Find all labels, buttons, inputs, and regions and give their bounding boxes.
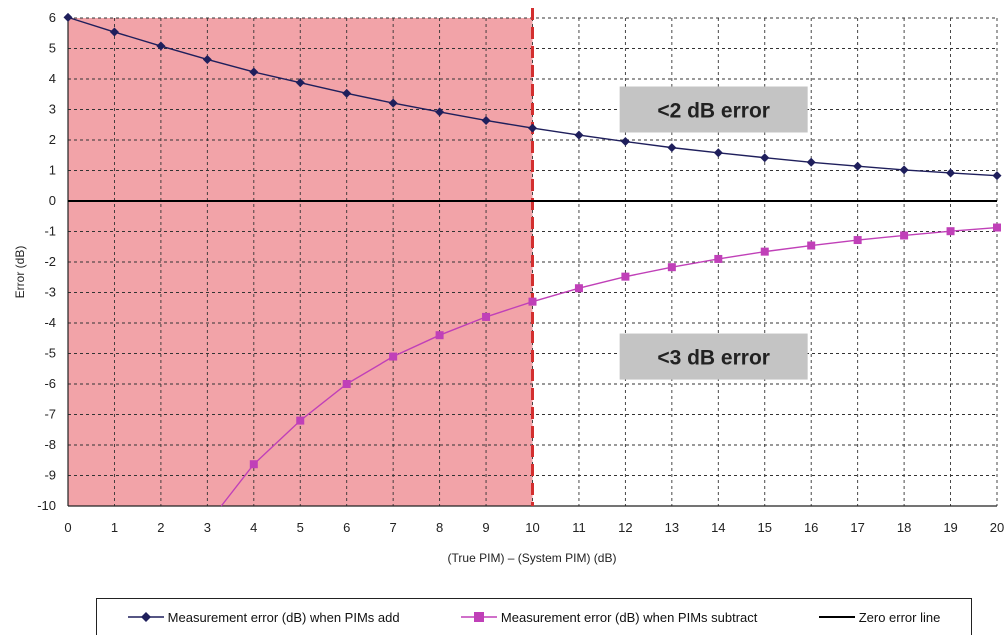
data-point-square [853,236,862,245]
legend-item-add: Measurement error (dB) when PIMs add [127,609,400,625]
x-tick-label: 15 [758,520,772,535]
data-point-square [621,272,630,281]
data-point-square [667,263,676,272]
x-tick-label: 7 [390,520,397,535]
legend-label-subtract: Measurement error (dB) when PIMs subtrac… [500,609,758,625]
y-tick-label: 2 [49,132,56,147]
annotation-box [619,333,808,380]
data-point-diamond [249,67,259,77]
data-point-square [389,352,398,361]
data-point-diamond [667,143,677,153]
data-point-square [993,223,1001,232]
y-tick-label: -10 [37,498,56,513]
y-tick-label: 4 [49,71,56,86]
legend-label-add: Measurement error (dB) when PIMs add [167,609,400,625]
data-point-diamond [992,171,1002,181]
y-tick-label: -5 [44,346,56,361]
x-tick-label: 10 [525,520,539,535]
data-point-square [807,241,816,250]
data-point-diamond [899,165,909,175]
x-tick-label: 16 [804,520,818,535]
x-tick-label: 3 [204,520,211,535]
shaded-region [68,18,533,506]
series-layer [63,12,1002,507]
y-tick-label: -9 [44,468,56,483]
data-point-square [435,331,444,340]
data-point-diamond [574,130,584,140]
square-marker-icon [460,612,497,622]
x-tick-label: 18 [897,520,911,535]
data-point-diamond [342,88,352,98]
y-tick-label: -1 [44,224,56,239]
annotation-label: <3 dB error [657,347,770,370]
x-tick-label: 11 [572,520,586,535]
x-tick-label: 13 [665,520,679,535]
data-point-diamond [760,153,770,163]
y-tick-label: -4 [44,315,56,330]
data-point-diamond [202,54,212,64]
data-point-diamond [156,41,166,51]
y-tick-label: 6 [49,10,56,25]
x-tick-label: 0 [64,520,71,535]
x-tick-label: 2 [157,520,164,535]
legend-item-zero: Zero error line [818,609,941,625]
data-point-square [528,297,537,306]
y-tick-label: -6 [44,376,56,391]
x-axis-label: (True PIM) – (System PIM) (dB) [448,551,617,565]
x-tick-label: 4 [250,520,257,535]
data-point-diamond [806,157,816,167]
x-tick-label: 20 [990,520,1004,535]
annotation-label: <2 dB error [657,100,770,123]
data-point-diamond [435,107,445,117]
data-point-square [714,254,723,263]
legend-label-zero: Zero error line [858,609,941,625]
data-point-square [574,284,583,293]
data-point-diamond [528,123,537,133]
data-point-square [342,380,351,388]
data-point-diamond [295,78,305,88]
x-tick-label: 12 [618,520,632,535]
y-tick-label: 0 [49,193,56,208]
line-marker-icon [818,616,855,618]
y-tick-label: -7 [44,407,56,422]
annotations: <2 dB error <3 dB error [619,86,808,380]
data-point-square [946,227,955,236]
y-tick-label: 1 [49,163,56,178]
data-point-diamond [713,148,723,158]
data-point-square [296,416,305,425]
data-point-diamond [620,137,630,147]
y-axis-label: Error (dB) [13,246,27,299]
x-tick-label: 9 [482,520,489,535]
x-tick-label: 8 [436,520,443,535]
plot-background [68,18,533,506]
y-tick-label: -8 [44,437,56,452]
data-point-square [900,231,909,240]
x-tick-label: 1 [111,520,118,535]
chart: <2 dB error<3 dB error 6543210-1-2-3-4-5… [13,8,1004,565]
annotation-box [619,86,808,133]
data-point-diamond [853,161,863,171]
legend: Measurement error (dB) when PIMs add Mea… [96,598,972,635]
y-tick-label: 5 [49,41,56,56]
data-point-diamond [946,168,956,178]
y-tick-label: -3 [44,285,56,300]
y-tick-label: 3 [49,102,56,117]
x-tick-label: 5 [297,520,304,535]
diamond-marker-icon [127,612,164,622]
data-point-diamond [63,12,73,22]
data-point-diamond [388,98,398,108]
data-point-diamond [481,115,491,125]
legend-item-subtract: Measurement error (dB) when PIMs subtrac… [460,609,758,625]
x-tick-label: 6 [343,520,350,535]
x-tick-label: 14 [711,520,725,535]
x-tick-label: 19 [943,520,957,535]
data-point-diamond [109,27,119,37]
y-tick-label: -2 [44,254,56,269]
x-tick-label: 17 [850,520,864,535]
data-point-square [249,460,258,469]
series-line-1 [220,226,998,507]
data-point-square [482,312,491,321]
data-point-square [760,247,769,256]
